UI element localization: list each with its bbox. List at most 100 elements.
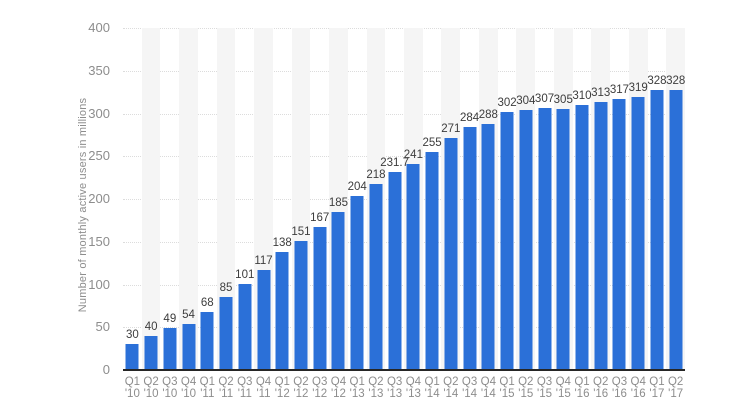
x-tick-quarter: Q1 <box>349 376 365 388</box>
bar-column: 218 <box>366 28 386 370</box>
bar-column: 302 <box>497 28 517 370</box>
x-tick-label: Q3'15 <box>535 376 554 400</box>
x-tick-year: '12 <box>330 388 346 400</box>
x-tick-quarter: Q3 <box>386 376 403 388</box>
bar[interactable] <box>369 183 383 370</box>
x-tick-label: Q1'17 <box>648 376 667 400</box>
x-tick-label: Q1'14 <box>423 376 442 400</box>
x-tick-quarter: Q2 <box>143 376 159 388</box>
x-tick-quarter: Q1 <box>199 376 215 388</box>
y-tick-label: 250 <box>88 148 110 164</box>
x-tick-label: Q1'13 <box>348 376 367 400</box>
bar-value-label: 255 <box>422 136 442 149</box>
bar[interactable] <box>463 127 477 370</box>
x-tick-label: Q4'10 <box>179 376 198 400</box>
bar-column: 138 <box>273 28 292 370</box>
bar-column: 49 <box>160 28 179 370</box>
bar-value-label: 328 <box>647 74 667 87</box>
bar-value-label: 271 <box>441 123 461 136</box>
bar-value-label: 317 <box>609 83 630 96</box>
x-tick-quarter: Q2 <box>593 376 609 388</box>
bar[interactable] <box>350 195 364 370</box>
x-tick-year: '15 <box>537 388 553 400</box>
bar[interactable] <box>538 107 552 370</box>
bar-column: 68 <box>198 28 217 370</box>
bar-value-label: 305 <box>553 94 573 107</box>
x-tick-year: '12 <box>312 388 328 400</box>
bar[interactable] <box>163 328 177 370</box>
bar[interactable] <box>481 123 495 370</box>
bar[interactable] <box>388 171 402 370</box>
bar[interactable] <box>200 311 214 370</box>
x-tick-quarter: Q3 <box>162 376 178 388</box>
x-tick-year: '13 <box>349 388 365 400</box>
bar-column: 231.7 <box>380 28 409 370</box>
x-tick-year: '15 <box>518 388 534 400</box>
bar[interactable] <box>650 89 664 370</box>
bar[interactable] <box>125 344 139 370</box>
x-tick-label: Q1'15 <box>498 376 517 400</box>
bar-value-label: 49 <box>163 313 177 326</box>
bar-column: 54 <box>179 28 198 370</box>
gridline <box>123 156 685 158</box>
bar[interactable] <box>425 151 439 370</box>
bar[interactable] <box>219 297 233 370</box>
bar-column: 319 <box>629 28 648 370</box>
x-tick-quarter: Q2 <box>293 376 309 388</box>
x-tick-label: Q4'15 <box>554 376 573 400</box>
bar-column: 117 <box>254 28 273 370</box>
bar[interactable] <box>444 138 458 370</box>
bar-series: 30 40 49 54 68 85 101 117 138 151 167 185 204 218 231.… <box>123 28 685 370</box>
bar[interactable] <box>144 335 158 370</box>
x-axis-tick-labels: Q1'10 Q2'10 Q3'10 Q4'10 Q1'11 Q2'11 Q3'11 Q4'11… <box>123 376 685 400</box>
bar[interactable] <box>594 102 608 370</box>
x-tick-label: Q3'14 <box>460 376 479 400</box>
gridline <box>123 327 685 329</box>
x-tick-year: '12 <box>274 388 290 400</box>
bar-column: 101 <box>235 28 254 370</box>
x-tick-label: Q1'11 <box>198 376 217 400</box>
x-tick-label: Q4'13 <box>404 376 423 400</box>
x-tick-label: Q2'10 <box>142 376 161 400</box>
bar-column: 167 <box>310 28 329 370</box>
x-tick-year: '16 <box>630 388 646 400</box>
x-tick-quarter: Q4 <box>630 376 646 388</box>
bar[interactable] <box>575 104 589 370</box>
x-tick-label: Q4'14 <box>479 376 498 400</box>
x-tick-label: Q2'14 <box>441 376 460 400</box>
bar[interactable] <box>257 269 270 370</box>
bar[interactable] <box>519 110 533 370</box>
x-tick-label: Q2'15 <box>516 376 535 400</box>
bar[interactable] <box>238 283 252 370</box>
x-tick-year: '11 <box>218 388 234 400</box>
bar[interactable] <box>294 240 308 370</box>
bar-column: 288 <box>479 28 498 370</box>
x-tick-quarter: Q4 <box>555 376 571 388</box>
bar[interactable] <box>500 111 514 370</box>
x-tick-year: '15 <box>555 388 571 400</box>
bar[interactable] <box>612 98 626 370</box>
bar-column: 328 <box>647 28 667 370</box>
y-tick-label: 100 <box>88 276 110 292</box>
bar[interactable] <box>669 89 683 370</box>
bar[interactable] <box>331 211 345 370</box>
bar[interactable] <box>313 227 327 370</box>
bar[interactable] <box>406 163 420 370</box>
x-tick-year: '15 <box>499 388 515 400</box>
bar[interactable] <box>556 109 570 370</box>
x-tick-quarter: Q1 <box>424 376 440 388</box>
x-tick-quarter: Q2 <box>368 376 384 388</box>
x-tick-quarter: Q4 <box>330 376 347 388</box>
bar-value-label: 302 <box>497 96 517 109</box>
bar-value-label: 241 <box>403 148 423 161</box>
bar[interactable] <box>182 323 196 370</box>
x-tick-label: Q3'12 <box>310 376 329 400</box>
x-tick-quarter: Q1 <box>649 376 665 388</box>
bar[interactable] <box>275 252 289 370</box>
bar[interactable] <box>631 97 645 370</box>
x-tick-year: '17 <box>649 388 665 400</box>
bar-column: 317 <box>610 28 629 370</box>
x-tick-quarter: Q4 <box>405 376 422 388</box>
bar-column: 151 <box>291 28 311 370</box>
bar-value-label: 310 <box>572 89 592 102</box>
